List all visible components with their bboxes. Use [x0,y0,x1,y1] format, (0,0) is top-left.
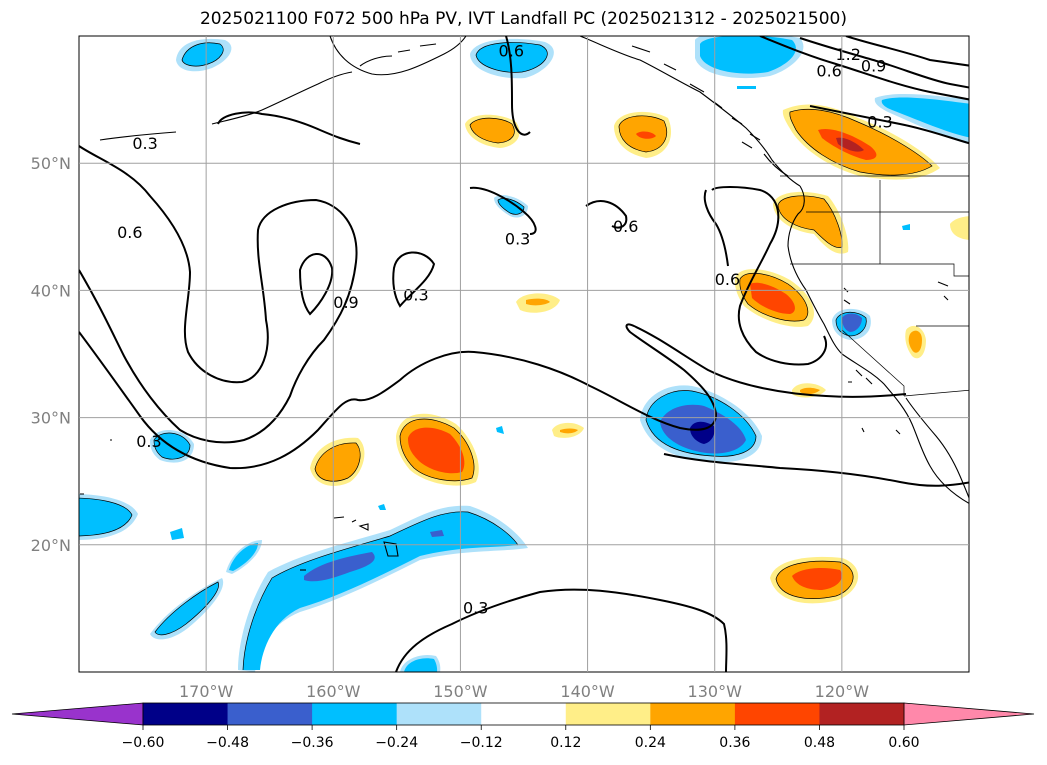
colorbar-tick-label: 0.12 [550,735,581,751]
longitude-label: 120°W [815,682,870,701]
latitude-label: 40°N [31,281,71,300]
longitude-label: 150°W [433,682,488,701]
contour-label: 0.3 [403,285,428,304]
colorbar-tick-label: 0.36 [719,735,750,751]
pc-negative-shading [79,36,969,672]
pv-contour [799,37,969,89]
pv-contour [469,186,537,235]
negative-pc-region [700,36,796,74]
colorbar-extend-high [903,702,1035,726]
negative-pc-region [304,552,375,582]
pv-contour [392,251,436,308]
positive-pc-region [778,195,843,248]
pv-contour [217,111,361,145]
positive-pc-region [408,427,465,474]
contour-label: 0.3 [132,134,157,153]
pv-contour [663,453,969,487]
negative-pc-region [842,313,862,332]
colorbar-tick-label: 0.48 [804,735,835,751]
pv-contour [711,186,827,366]
colorbar-tick-label: −0.36 [291,735,334,751]
pv-contour [759,36,969,101]
positive-pc-region [950,216,969,240]
positive-pc-region [315,442,361,482]
latitude-label: 50°N [31,154,71,173]
colorbar-swatch [396,703,482,725]
pv-contour [703,189,729,267]
negative-pc-region [476,42,548,73]
colorbar-swatch [734,703,820,725]
colorbar-outline [142,702,905,726]
colorbar-extend-low [11,702,144,726]
contour-label: 0.3 [867,112,892,131]
pv-contour [79,145,358,444]
pv-contour [298,253,334,316]
coastlines [80,36,969,571]
longitude-label: 170°W [179,682,234,701]
colorbar-tick-label: −0.12 [460,735,503,751]
pc-feature-outlines [79,42,933,671]
colorbar-swatch [312,703,398,725]
negative-pc-region [79,498,132,536]
contour-label: 0.9 [861,57,886,76]
latitude-label: 20°N [31,536,71,555]
contour-label: 0.6 [613,217,638,236]
pv-contour [79,323,907,470]
colorbar-tick-label: 0.60 [888,735,919,751]
colorbar-swatch [650,703,736,725]
longitude-label: 160°W [306,682,361,701]
negative-pc-region [182,42,224,67]
contour-label: 0.3 [505,230,530,249]
negative-pc-region [155,582,219,635]
longitude-label: 130°W [688,682,743,701]
longitude-label: 140°W [560,682,615,701]
colorbar-tick-label: −0.60 [122,735,165,751]
negative-pc-region [498,198,524,215]
pc-positive-shading [310,104,969,604]
colorbar-tick-label: 0.24 [635,735,666,751]
positive-pc-region [470,118,515,143]
pv-contour [395,588,728,672]
longitude-labels: 170°W 160°W 150°W 140°W 130°W 120°W [179,682,869,701]
latitude-label: 30°N [31,409,71,428]
contour-label: 0.6 [117,223,142,242]
contour-label: 0.9 [333,293,358,312]
pv-contour [845,36,969,67]
pv-contour [809,105,969,145]
political-borders [780,175,969,397]
pv-contour [505,36,531,136]
contour-label: 0.3 [463,598,488,617]
pv-contours [79,36,969,672]
negative-pc-region [404,658,438,672]
colorbar: −0.60 −0.48 −0.36 −0.24 −0.12 0.12 0.24 0.36 0.4… [11,702,1035,751]
contour-label: 0.6 [499,41,524,60]
colorbar-swatch [227,703,313,725]
positive-pc-region [792,568,842,590]
colorbar-swatch [565,703,651,725]
map-title: 2025021100 F072 500 hPa PV, IVT Landfall… [199,9,847,29]
negative-pc-region [243,511,518,670]
negative-pc-region [881,97,969,138]
colorbar-tick-label: −0.24 [375,735,418,751]
colorbar-swatch [819,703,905,725]
contour-label: 0.6 [816,62,841,81]
pv-contour [585,200,628,229]
colorbar-swatch [143,703,229,725]
contour-label: 0.6 [715,270,740,289]
latitude-labels: 50°N 40°N 30°N 20°N [31,154,71,555]
graticule [79,36,969,672]
colorbar-swatch [481,703,567,725]
contour-label: 0.3 [136,432,161,451]
map-frame [78,35,970,673]
negative-pc-region [229,543,258,571]
colorbar-tick-label: −0.48 [206,735,249,751]
